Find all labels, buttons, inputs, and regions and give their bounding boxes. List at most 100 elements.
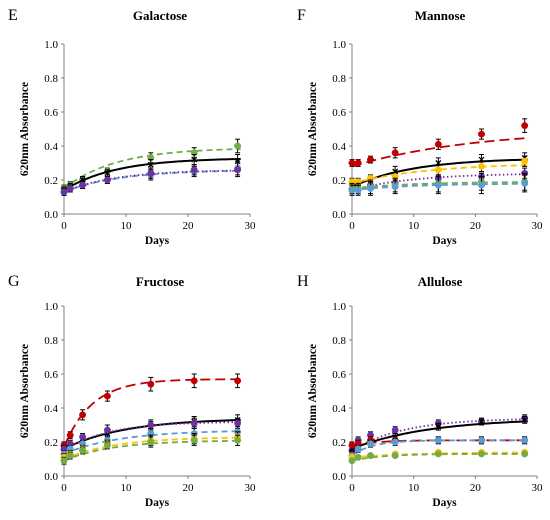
x-tick-label: 0 bbox=[349, 482, 355, 494]
data-point bbox=[391, 452, 399, 460]
panel-G: G Fructose 0.0 0.2 0.4 0.6 0.8 1.0 0 10 20 30 Days 62… bbox=[8, 273, 256, 509]
y-tick-label: 0.8 bbox=[44, 73, 58, 85]
data-point bbox=[190, 377, 198, 385]
data-point bbox=[521, 179, 529, 187]
data-point bbox=[147, 380, 155, 388]
y-tick-label: 0.0 bbox=[44, 209, 58, 221]
data-point bbox=[79, 433, 87, 441]
x-tick-label: 0 bbox=[61, 482, 67, 494]
data-point bbox=[103, 176, 111, 184]
x-tick-label: 10 bbox=[408, 220, 420, 232]
chart-title: Galactose bbox=[133, 8, 187, 23]
series-purple bbox=[348, 414, 529, 455]
x-tick-label: 0 bbox=[349, 220, 355, 232]
data-point bbox=[434, 166, 442, 174]
data-point bbox=[435, 423, 442, 430]
data-point bbox=[60, 188, 68, 196]
data-point bbox=[391, 438, 399, 446]
data-point bbox=[354, 445, 362, 453]
y-tick-label: 1.0 bbox=[332, 301, 346, 313]
x-axis-title: Days bbox=[432, 497, 457, 509]
x-axis-title: Days bbox=[145, 497, 170, 509]
data-point bbox=[348, 441, 356, 449]
y-tick-label: 0.8 bbox=[332, 335, 346, 347]
data-point bbox=[190, 436, 198, 444]
y-axis-title: 620nm Absorbance bbox=[307, 344, 319, 438]
x-axis-title: Days bbox=[432, 235, 457, 247]
y-tick-label: 0.6 bbox=[44, 107, 58, 119]
data-point bbox=[478, 162, 485, 170]
y-tick-label: 0.6 bbox=[332, 369, 346, 381]
data-point bbox=[367, 185, 374, 192]
panel-letter: G bbox=[8, 273, 20, 290]
chart-title: Allulose bbox=[418, 274, 463, 289]
x-tick-label: 30 bbox=[532, 482, 544, 494]
data-point bbox=[478, 450, 485, 458]
data-point bbox=[478, 181, 485, 189]
x-tick-label: 30 bbox=[245, 220, 257, 232]
data-point bbox=[391, 426, 399, 434]
y-tick-label: 0.0 bbox=[332, 471, 346, 483]
data-point bbox=[354, 453, 362, 461]
y-tick-label: 1.0 bbox=[332, 39, 346, 51]
data-point bbox=[478, 418, 485, 425]
x-tick-label: 20 bbox=[470, 482, 482, 494]
data-point bbox=[147, 438, 155, 446]
data-point bbox=[66, 185, 74, 192]
y-tick-label: 1.0 bbox=[44, 39, 58, 51]
y-tick-label: 0.4 bbox=[332, 403, 346, 415]
data-point bbox=[478, 436, 485, 444]
data-point bbox=[79, 447, 87, 454]
data-point bbox=[234, 166, 242, 174]
y-tick-label: 0.2 bbox=[44, 437, 58, 449]
series-fit-line bbox=[63, 378, 241, 448]
panel-E: E Galactose 0.0 0.2 0.4 0.6 0.8 1.0 0 10 20 30 Days 6… bbox=[8, 7, 256, 247]
data-point bbox=[391, 149, 399, 157]
y-tick-label: 1.0 bbox=[44, 301, 58, 313]
data-point bbox=[348, 457, 356, 465]
series-blue bbox=[348, 436, 529, 460]
data-point bbox=[521, 450, 529, 458]
x-tick-label: 20 bbox=[183, 220, 195, 232]
data-point bbox=[434, 436, 442, 444]
data-point bbox=[190, 419, 198, 427]
data-point bbox=[66, 452, 74, 460]
data-point bbox=[367, 440, 374, 448]
panel-H: H Allulose 0.0 0.2 0.4 0.6 0.8 1.0 0 10 20 30 Days 62… bbox=[297, 273, 543, 509]
chart-title: Fructose bbox=[136, 274, 185, 289]
data-point bbox=[103, 441, 111, 449]
data-point bbox=[521, 157, 529, 165]
y-tick-label: 0.2 bbox=[44, 175, 58, 187]
data-point bbox=[354, 159, 362, 167]
y-tick-label: 0.6 bbox=[332, 107, 346, 119]
series-red bbox=[60, 373, 242, 450]
data-point bbox=[191, 156, 198, 163]
x-tick-label: 20 bbox=[470, 220, 482, 232]
data-point bbox=[521, 436, 529, 444]
x-tick-label: 10 bbox=[121, 482, 133, 494]
data-point bbox=[66, 431, 74, 439]
data-point bbox=[234, 436, 242, 444]
panel-letter: E bbox=[8, 7, 18, 24]
data-point bbox=[234, 377, 242, 385]
data-point bbox=[104, 170, 111, 177]
x-tick-label: 30 bbox=[245, 482, 257, 494]
series-fit-line bbox=[351, 137, 528, 168]
y-tick-label: 0.4 bbox=[44, 403, 58, 415]
x-tick-label: 10 bbox=[408, 482, 420, 494]
y-axis-title: 620nm Absorbance bbox=[19, 344, 31, 438]
data-point bbox=[103, 426, 111, 434]
x-axis-title: Days bbox=[145, 235, 170, 247]
panel-letter: H bbox=[297, 273, 309, 290]
data-point bbox=[521, 122, 529, 130]
series-green bbox=[348, 450, 529, 465]
data-point bbox=[79, 411, 87, 419]
y-tick-label: 0.8 bbox=[332, 73, 346, 85]
data-point bbox=[147, 169, 155, 177]
data-point bbox=[434, 140, 442, 148]
series-blue bbox=[348, 174, 529, 196]
y-tick-label: 0.4 bbox=[44, 141, 58, 153]
x-tick-label: 20 bbox=[183, 482, 195, 494]
series-green bbox=[60, 434, 242, 465]
